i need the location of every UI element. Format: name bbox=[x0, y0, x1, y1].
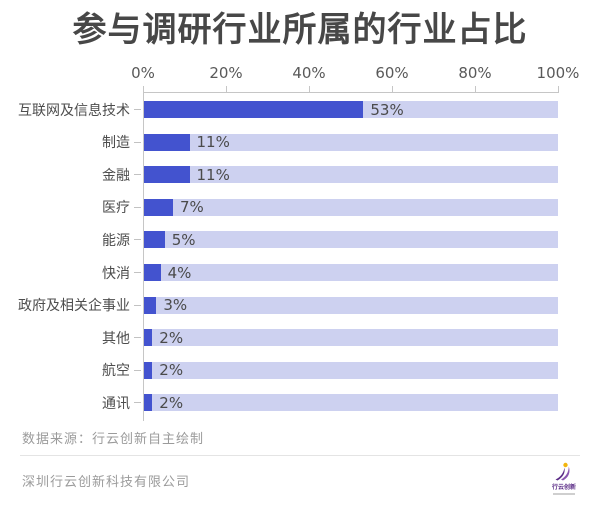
y-axis-tick bbox=[134, 174, 141, 176]
x-axis-label: 0% bbox=[131, 64, 155, 82]
y-axis-tick bbox=[134, 109, 141, 110]
y-axis-line bbox=[143, 92, 144, 421]
category-label: 互联网及信息技术 bbox=[18, 102, 130, 119]
bar-track bbox=[144, 394, 558, 412]
bar bbox=[144, 166, 190, 184]
x-axis-label: 80% bbox=[458, 64, 492, 82]
bar-row: 医疗 7% bbox=[0, 198, 600, 217]
bar-row: 政府及相关企事业 3% bbox=[0, 296, 600, 315]
bar bbox=[144, 264, 161, 281]
bar-row: 航空 2% bbox=[0, 361, 600, 380]
y-axis-tick bbox=[134, 337, 141, 339]
category-label: 航空 bbox=[102, 363, 130, 380]
x-axis-tick bbox=[143, 86, 144, 92]
y-axis-tick bbox=[134, 369, 141, 371]
bar-chart: 0% 20% 40% 60% 80% 100% 互联网及信息技术 53% 制造 11% 金融 11%… bbox=[0, 62, 600, 424]
bar-track bbox=[144, 361, 558, 379]
chart-title: 参与调研行业所属的行业占比 bbox=[72, 10, 528, 50]
bar-track bbox=[144, 198, 558, 216]
x-axis-tick bbox=[558, 86, 559, 92]
bar bbox=[144, 231, 165, 249]
value-label: 5% bbox=[171, 230, 196, 249]
x-axis-label: 40% bbox=[292, 64, 326, 82]
value-label: 11% bbox=[196, 165, 230, 184]
x-axis-line bbox=[143, 92, 559, 93]
bar-track bbox=[144, 329, 558, 347]
data-source-note: 数据来源：行云创新自主绘制 bbox=[22, 432, 205, 447]
bar-row: 制造 11% bbox=[0, 133, 600, 152]
x-axis-tick bbox=[226, 86, 227, 92]
value-label: 4% bbox=[167, 263, 192, 282]
bar-row: 其他 2% bbox=[0, 328, 600, 347]
company-logo: 行云创新 bbox=[544, 462, 584, 495]
y-axis-tick bbox=[134, 304, 141, 306]
bar bbox=[144, 198, 173, 216]
bar bbox=[144, 296, 157, 314]
x-axis-tick bbox=[309, 86, 310, 92]
bar-track bbox=[144, 264, 558, 281]
value-label: 11% bbox=[196, 133, 230, 152]
value-label: 2% bbox=[159, 393, 184, 412]
y-axis-tick bbox=[134, 206, 141, 208]
x-axis-label: 100% bbox=[536, 64, 580, 82]
bar-row: 能源 5% bbox=[0, 230, 600, 249]
x-axis-tick bbox=[392, 86, 393, 92]
footer-divider bbox=[20, 455, 580, 456]
y-axis-tick bbox=[134, 272, 141, 273]
x-axis-label: 60% bbox=[375, 64, 409, 82]
x-axis-tick bbox=[475, 86, 476, 92]
logo-swoosh-icon bbox=[555, 462, 570, 481]
bar bbox=[144, 394, 153, 412]
y-axis-tick bbox=[134, 141, 141, 143]
category-label: 快消 bbox=[102, 265, 130, 282]
bar bbox=[144, 329, 153, 347]
category-label: 金融 bbox=[102, 167, 130, 184]
category-label: 医疗 bbox=[102, 200, 130, 217]
bar-track bbox=[144, 296, 558, 314]
value-label: 2% bbox=[159, 361, 184, 380]
y-axis-tick bbox=[134, 402, 141, 404]
bar bbox=[144, 101, 364, 118]
logo-tagline-placeholder bbox=[553, 493, 575, 495]
bar bbox=[144, 361, 153, 379]
x-axis-label: 20% bbox=[209, 64, 243, 82]
y-axis-tick bbox=[134, 239, 141, 241]
value-label: 53% bbox=[370, 100, 404, 119]
category-label: 制造 bbox=[102, 135, 130, 152]
value-label: 3% bbox=[163, 296, 188, 315]
value-label: 7% bbox=[180, 198, 204, 217]
category-label: 其他 bbox=[102, 330, 130, 347]
bar bbox=[144, 133, 190, 151]
value-label: 2% bbox=[159, 328, 184, 347]
bar-row: 互联网及信息技术 53% bbox=[0, 100, 600, 119]
category-label: 通讯 bbox=[102, 395, 130, 412]
bar-track bbox=[144, 231, 558, 249]
bar-track bbox=[144, 133, 558, 151]
category-label: 政府及相关企事业 bbox=[18, 298, 130, 315]
bar-track bbox=[144, 166, 558, 184]
bar-row: 金融 11% bbox=[0, 165, 600, 184]
category-label: 能源 bbox=[102, 232, 130, 249]
bar-row: 快消 4% bbox=[0, 263, 600, 282]
logo-text: 行云创新 bbox=[551, 484, 576, 491]
company-name: 深圳行云创新科技有限公司 bbox=[22, 475, 191, 490]
bar-row: 通讯 2% bbox=[0, 393, 600, 412]
